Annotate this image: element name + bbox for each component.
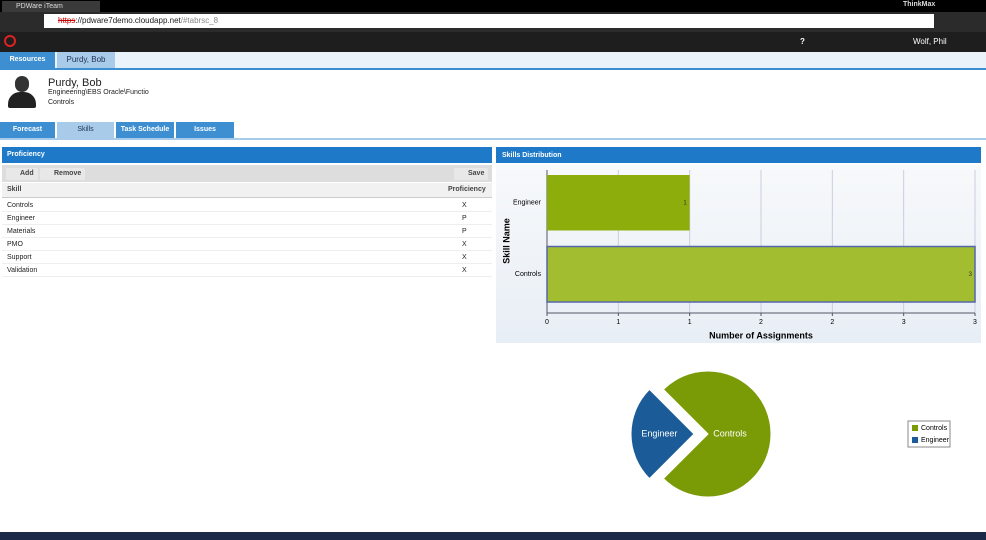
table-row[interactable]: PMO X xyxy=(2,238,492,251)
slice-label: Controls xyxy=(713,428,747,438)
cell: Support xyxy=(7,254,32,261)
subtab-active[interactable]: Skills xyxy=(57,122,114,138)
taskbar xyxy=(0,532,986,540)
x-tick-label: 3 xyxy=(902,319,906,326)
panel-header-bg xyxy=(496,147,981,163)
cell: X xyxy=(462,254,467,261)
cell: Materials xyxy=(7,228,36,235)
tab[interactable]: Resources xyxy=(0,52,55,68)
x-tick-label: 2 xyxy=(830,319,834,326)
bar xyxy=(547,175,690,231)
x-tick-label: 2 xyxy=(759,319,763,326)
legend-swatch xyxy=(912,437,918,443)
cell: Engineer xyxy=(7,215,36,222)
table-row[interactable]: Engineer P xyxy=(2,212,492,225)
browser-tabbar xyxy=(0,0,986,12)
url-box[interactable]: https://pdware7demo.cloudapp.net/#tabrsc… xyxy=(44,14,934,28)
legend-label: Controls xyxy=(921,425,948,432)
help-icon[interactable]: ? xyxy=(800,37,805,46)
column-header: Skill xyxy=(7,186,22,193)
value-label: 1 xyxy=(683,200,687,206)
cell: X xyxy=(462,267,467,274)
profile-path: Engineering\EBS Oracle\Functio xyxy=(48,89,149,96)
url-host: ://pdware7demo.cloudapp.net xyxy=(75,16,181,25)
table-row[interactable]: Controls X xyxy=(2,199,492,212)
toolbar xyxy=(2,165,492,182)
cell: P xyxy=(462,228,467,235)
app-nav xyxy=(0,32,986,52)
legend-box xyxy=(907,420,951,448)
cell: P xyxy=(462,215,467,222)
y-tick-label: Engineer xyxy=(513,200,542,207)
table-row[interactable]: Support X xyxy=(2,251,492,264)
x-tick-label: 1 xyxy=(688,319,692,326)
value-label: 3 xyxy=(969,272,973,278)
slice-label: Engineer xyxy=(641,428,677,438)
logo[interactable] xyxy=(4,35,16,47)
remove-button[interactable]: Remove xyxy=(40,168,86,180)
x-axis-title: Number of Assignments xyxy=(709,330,813,340)
tab-underline xyxy=(0,68,986,70)
user-menu[interactable]: Wolf, Phil xyxy=(913,37,947,46)
pie-slice xyxy=(662,370,772,498)
profile-name: Purdy, Bob xyxy=(48,77,102,89)
subtab-underline xyxy=(0,138,986,140)
legend-label: Engineer xyxy=(921,437,950,444)
cell: PMO xyxy=(7,241,23,248)
cell: X xyxy=(462,202,467,209)
url-path: /#tabrsc_8 xyxy=(180,16,219,25)
browser-tab[interactable]: PDWare iTeam xyxy=(2,1,100,12)
subtab[interactable]: Issues xyxy=(176,122,234,138)
table-header xyxy=(2,183,492,198)
legend-swatch xyxy=(912,425,918,431)
x-tick-label: 0 xyxy=(545,319,549,326)
save-button[interactable]: Save xyxy=(454,168,489,180)
subtab[interactable]: Task Schedule xyxy=(116,122,174,138)
y-axis-title: Skill Name xyxy=(501,218,511,264)
add-button[interactable]: Add xyxy=(6,168,38,180)
url-scheme: https xyxy=(58,16,76,25)
brand: ThinkMax xyxy=(903,1,936,8)
subtab[interactable]: Forecast xyxy=(0,122,55,138)
x-tick-label: 3 xyxy=(973,319,977,326)
avatar xyxy=(8,74,36,110)
pie-slice xyxy=(630,388,695,480)
x-tick-label: 1 xyxy=(616,319,620,326)
column-header: Proficiency xyxy=(448,186,486,193)
y-tick-label: Controls xyxy=(515,271,542,278)
cell: X xyxy=(462,241,467,248)
profile-role: Controls xyxy=(48,99,75,106)
cell: Controls xyxy=(7,202,34,209)
table-row[interactable]: Materials P xyxy=(2,225,492,238)
cell: Validation xyxy=(7,267,38,274)
panel-header: Proficiency xyxy=(2,147,492,163)
tab-active[interactable]: Purdy, Bob xyxy=(57,52,115,68)
table-row[interactable]: Validation X xyxy=(2,264,492,277)
bar xyxy=(546,245,976,303)
chart-title: Skills Distribution xyxy=(502,152,562,159)
tab-strip xyxy=(0,52,986,68)
tab-title: PDWare iTeam xyxy=(16,3,63,10)
